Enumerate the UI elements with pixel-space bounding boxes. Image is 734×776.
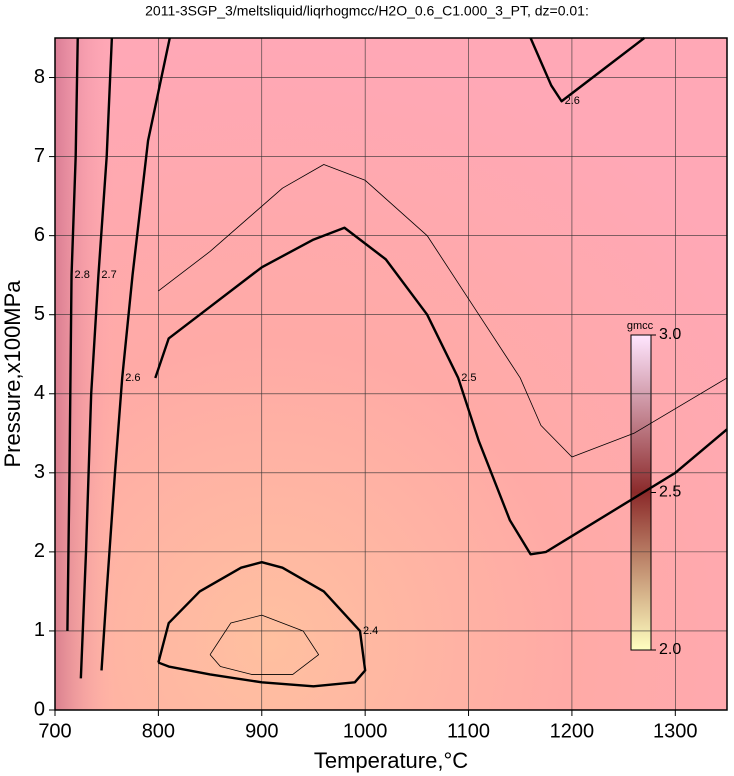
contour-label: 2.6	[125, 372, 140, 384]
colorbar-label: gmcc	[627, 320, 654, 332]
contour-line	[158, 164, 728, 458]
plot-background	[55, 38, 727, 710]
x-tick-label: 700	[38, 720, 71, 742]
y-tick-label: 2	[34, 540, 45, 562]
contour-line	[66, 37, 79, 631]
y-tick-label: 8	[34, 66, 45, 88]
y-tick-label: 4	[34, 382, 45, 404]
contour-label: 2.7	[101, 269, 116, 281]
y-tick-label: 5	[34, 303, 45, 325]
contour-line	[529, 37, 646, 103]
contour-label: 2.8	[75, 269, 90, 281]
x-tick-label: 800	[142, 720, 175, 742]
y-tick-label: 0	[34, 698, 45, 720]
contour-line	[209, 614, 320, 675]
x-tick-label: 1100	[447, 720, 490, 742]
y-tick-label: 7	[34, 145, 45, 167]
y-tick-label: 6	[34, 224, 45, 246]
plot-frame	[54, 37, 728, 711]
contour-label: 2.5	[461, 372, 476, 384]
contour-line	[100, 37, 171, 671]
contour-line	[79, 37, 114, 679]
colorbar-tick-label: 2.0	[659, 641, 681, 658]
colorbar-tick-label: 2.5	[659, 484, 681, 501]
contour-label: 2.4	[363, 625, 378, 637]
x-tick-label: 1000	[343, 720, 388, 742]
y-tick-label: 1	[34, 619, 45, 641]
x-axis-label: Temperature,°C	[314, 748, 468, 773]
contour-label: 2.6	[565, 95, 580, 107]
x-tick-label: 1300	[653, 720, 698, 742]
x-tick-label: 1200	[550, 720, 595, 742]
contour-line	[154, 226, 728, 556]
chart-title: 2011-3SGP_3/meltsliquid/liqrhogmcc/H2O_0…	[145, 3, 589, 19]
colorbar-tick-label: 3.0	[659, 326, 681, 343]
contour-line	[157, 560, 367, 688]
y-axis-label: Pressure,x100MPa	[0, 280, 25, 468]
y-tick-label: 3	[34, 461, 45, 483]
x-tick-label: 900	[245, 720, 278, 742]
